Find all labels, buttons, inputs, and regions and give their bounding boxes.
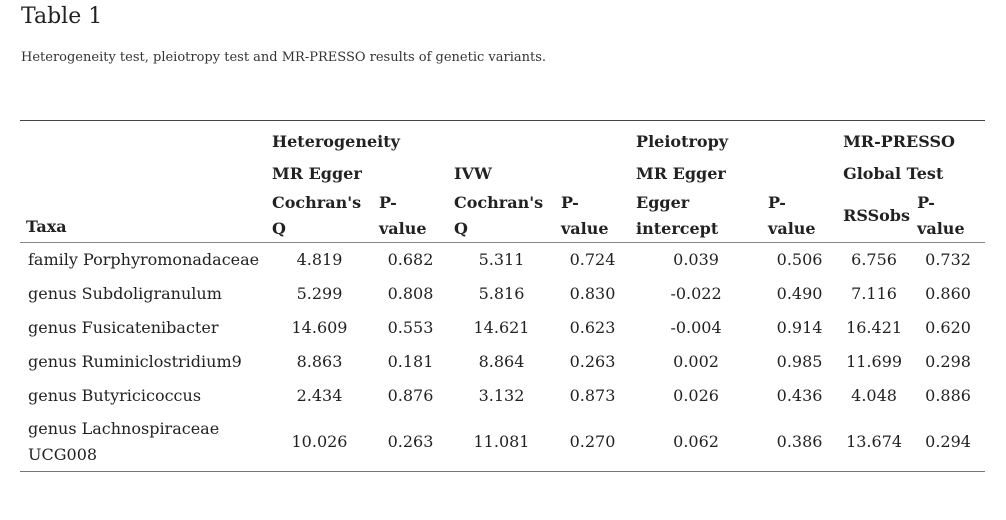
table-row: genus Fusicatenibacter 14.609 0.553 14.6… — [20, 311, 985, 345]
taxa-cell: genus Butyricicoccus — [28, 386, 202, 405]
ivw-header: IVW — [454, 163, 492, 183]
intercept-cell: 0.039 — [673, 250, 719, 269]
egger-p-cell: 0.553 — [387, 318, 434, 337]
mrpresso-header: MR-PRESSO — [843, 132, 955, 151]
egger-intercept-header: Egger intercept — [636, 193, 719, 238]
table-row: genus Butyricicoccus 2.434 0.876 3.132 0… — [20, 379, 985, 413]
egger-q-cell: 14.609 — [291, 318, 348, 337]
table-row: family Porphyromonadaceae 4.819 0.682 5.… — [20, 243, 985, 278]
p-value-pleiotropy-header: P-value — [768, 193, 816, 238]
ivw-q-cell: 11.081 — [473, 432, 530, 451]
table-title: Table 1 — [21, 4, 103, 29]
cochrans-q-egger-header: Cochran's Q — [272, 193, 362, 238]
ivw-q-cell: 8.864 — [478, 352, 525, 371]
pleio-p-cell: 0.985 — [776, 352, 823, 371]
table-row: genus Subdoligranulum 5.299 0.808 5.816 … — [20, 277, 985, 311]
results-table: Taxa Heterogeneity Pleiotropy MR-PRESSO … — [20, 120, 986, 472]
egger-p-cell: 0.263 — [387, 432, 434, 451]
taxa-cell: family Porphyromonadaceae — [28, 250, 260, 269]
taxa-header: Taxa — [26, 217, 67, 236]
header-stat-row: Cochran's Q P-value Cochran's Q P-value … — [20, 190, 986, 243]
pleio-p-cell: 0.914 — [776, 318, 823, 337]
rssobs-header: RSSobs — [843, 206, 910, 225]
intercept-cell: 0.002 — [673, 352, 719, 371]
pleio-p-cell: 0.386 — [776, 432, 823, 451]
rss-cell: 16.421 — [846, 318, 903, 337]
taxa-cell: genus Fusicatenibacter — [28, 318, 219, 337]
intercept-cell: 0.026 — [673, 386, 719, 405]
presso-p-cell: 0.294 — [925, 432, 971, 451]
p-value-egger-header: P-value — [379, 193, 427, 238]
mr-egger-header: MR Egger — [272, 163, 362, 183]
egger-p-cell: 0.876 — [387, 386, 434, 405]
pleio-p-cell: 0.436 — [776, 386, 823, 405]
ivw-q-cell: 3.132 — [478, 386, 525, 405]
presso-p-cell: 0.732 — [925, 250, 971, 269]
table-row: genus Ruminiclostridium9 8.863 0.181 8.8… — [20, 345, 985, 379]
taxa-cell: genus Subdoligranulum — [28, 284, 222, 303]
intercept-cell: -0.004 — [670, 318, 722, 337]
egger-p-cell: 0.808 — [387, 284, 434, 303]
ivw-p-cell: 0.724 — [569, 250, 616, 269]
ivw-p-cell: 0.830 — [569, 284, 616, 303]
ivw-q-cell: 5.311 — [478, 250, 525, 269]
rss-cell: 7.116 — [851, 284, 897, 303]
presso-p-cell: 0.620 — [925, 318, 971, 337]
p-value-ivw-header: P-value — [561, 193, 609, 238]
presso-p-cell: 0.298 — [925, 352, 971, 371]
rss-cell: 6.756 — [851, 250, 897, 269]
rss-cell: 4.048 — [851, 386, 897, 405]
pleio-p-cell: 0.506 — [776, 250, 823, 269]
intercept-cell: -0.022 — [670, 284, 722, 303]
egger-q-cell: 4.819 — [296, 250, 343, 269]
presso-p-cell: 0.886 — [925, 386, 971, 405]
mr-egger-pleiotropy-header: MR Egger — [636, 163, 726, 183]
rss-cell: 11.699 — [846, 352, 903, 371]
ivw-q-cell: 5.816 — [478, 284, 525, 303]
pleiotropy-header: Pleiotropy — [636, 132, 729, 151]
global-test-header: Global Test — [843, 163, 944, 183]
intercept-cell: 0.062 — [673, 432, 719, 451]
ivw-q-cell: 14.621 — [473, 318, 530, 337]
heterogeneity-header: Heterogeneity — [272, 132, 400, 151]
pleio-p-cell: 0.490 — [776, 284, 823, 303]
ivw-p-cell: 0.873 — [569, 386, 616, 405]
header-group-row: Taxa Heterogeneity Pleiotropy MR-PRESSO — [20, 121, 985, 236]
taxa-cell: genus Lachnospiraceae UCG008 — [28, 419, 220, 464]
presso-p-cell: 0.860 — [925, 284, 971, 303]
taxa-cell: genus Ruminiclostridium9 — [28, 352, 242, 371]
table-row: genus Lachnospiraceae UCG008 10.026 0.26… — [20, 413, 985, 472]
ivw-p-cell: 0.270 — [569, 432, 616, 451]
ivw-p-cell: 0.263 — [569, 352, 616, 371]
egger-q-cell: 5.299 — [296, 284, 343, 303]
ivw-p-cell: 0.623 — [569, 318, 616, 337]
egger-p-cell: 0.181 — [387, 352, 434, 371]
header-method-row: MR Egger IVW MR Egger Global Test — [20, 157, 985, 190]
egger-q-cell: 2.434 — [296, 386, 343, 405]
p-value-presso-header: P-value — [917, 193, 965, 238]
egger-q-cell: 10.026 — [291, 432, 348, 451]
egger-p-cell: 0.682 — [387, 250, 434, 269]
table-caption: Heterogeneity test, pleiotropy test and … — [21, 50, 547, 65]
egger-q-cell: 8.863 — [296, 352, 343, 371]
rss-cell: 13.674 — [846, 432, 903, 451]
cochrans-q-ivw-header: Cochran's Q — [454, 193, 544, 238]
